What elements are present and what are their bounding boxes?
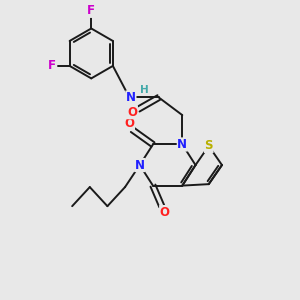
- Text: S: S: [205, 140, 213, 152]
- Text: O: O: [124, 117, 134, 130]
- Text: N: N: [177, 138, 187, 151]
- Text: O: O: [160, 206, 170, 218]
- Text: H: H: [140, 85, 148, 95]
- Text: N: N: [135, 158, 145, 172]
- Text: N: N: [126, 91, 136, 104]
- Text: F: F: [87, 4, 95, 17]
- Text: F: F: [48, 59, 56, 72]
- Text: O: O: [128, 106, 137, 119]
